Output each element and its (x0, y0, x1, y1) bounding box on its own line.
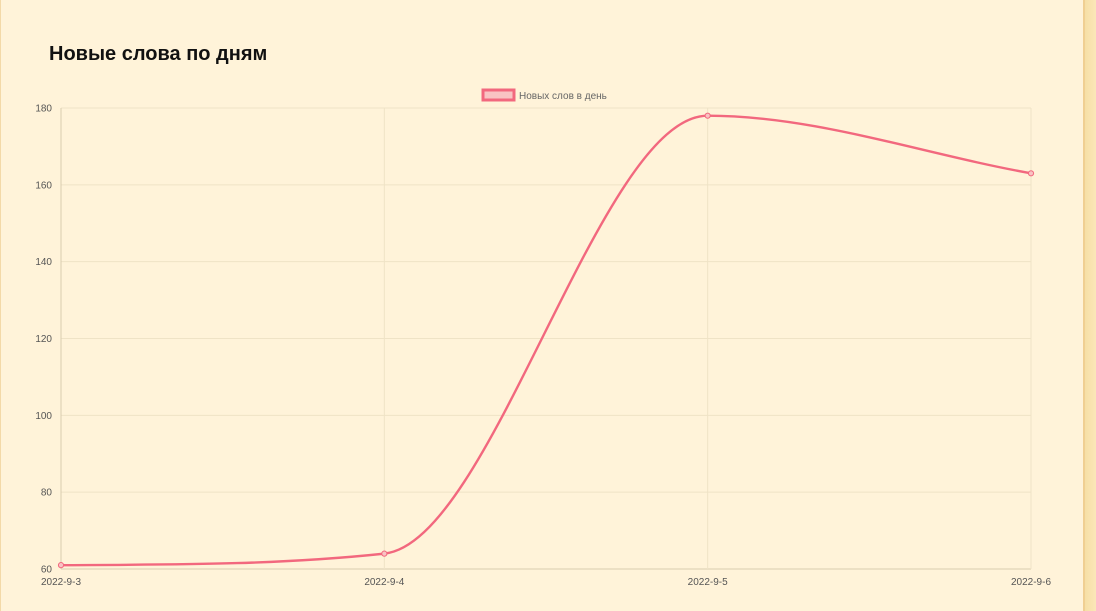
x-grid (60, 108, 1032, 569)
y-tick-label: 160 (35, 180, 52, 191)
x-tick-label: 2022-9-4 (364, 577, 404, 588)
x-tick-labels: 2022-9-3 2022-9-4 2022-9-5 2022-9-6 (41, 577, 1051, 588)
legend-label: Новых слов в день (519, 91, 607, 102)
y-grid (61, 107, 1031, 570)
y-tick-label: 120 (35, 334, 52, 345)
y-tick-label: 100 (35, 411, 52, 422)
x-tick-label: 2022-9-6 (1011, 577, 1051, 588)
data-point (57, 562, 65, 569)
series-line (60, 114, 1032, 567)
legend[interactable]: Новых слов в день (481, 88, 607, 102)
data-point (1027, 170, 1035, 177)
card-edge (1085, 0, 1096, 611)
x-tick-label: 2022-9-5 (688, 577, 728, 588)
y-tick-label: 60 (41, 565, 53, 576)
data-point (381, 550, 388, 557)
chart-title: Новые слова по дням (49, 43, 268, 65)
x-tick-label: 2022-9-3 (41, 577, 81, 588)
y-tick-label: 140 (35, 257, 52, 268)
series-points (57, 112, 1035, 569)
data-point (704, 112, 711, 119)
y-tick-labels: 60 80 100 120 140 160 180 (35, 104, 52, 576)
y-tick-label: 180 (35, 104, 52, 115)
y-tick-label: 80 (41, 488, 53, 499)
legend-swatch (481, 88, 516, 102)
